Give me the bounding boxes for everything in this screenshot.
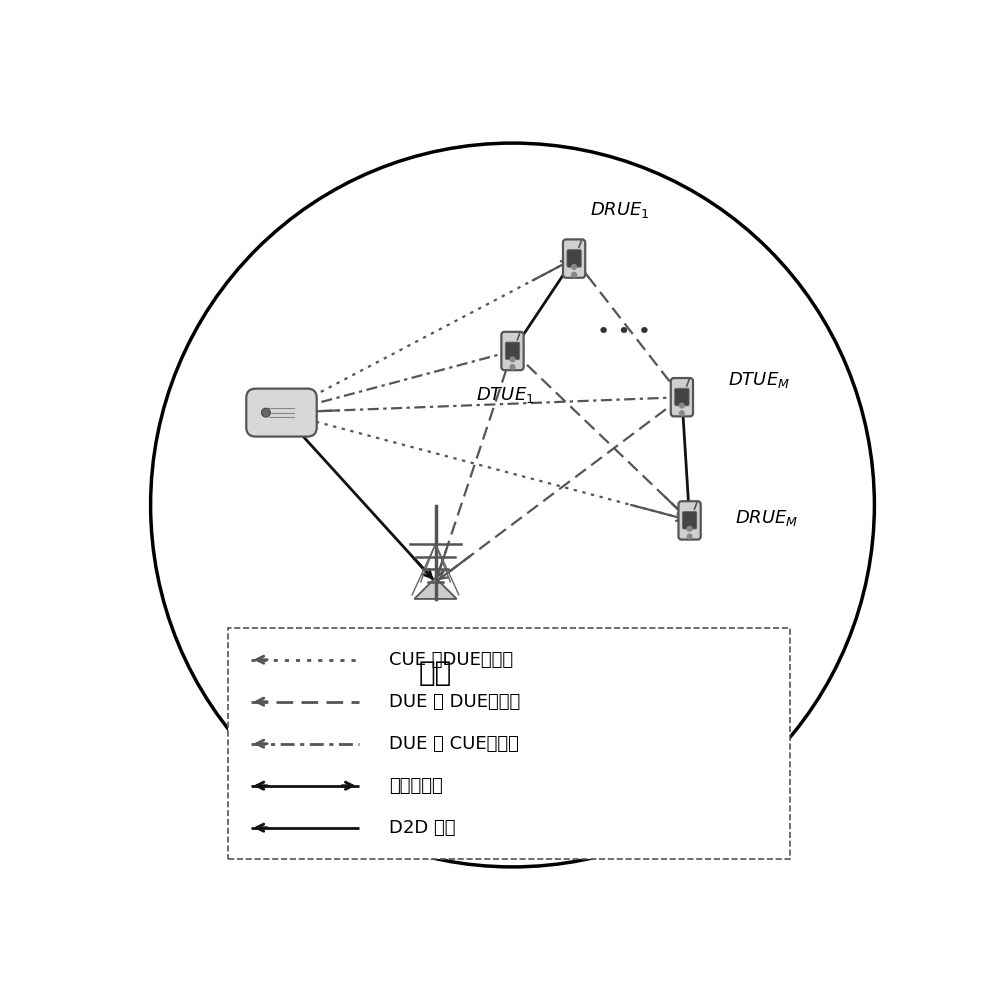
Text: $DTUE_M$: $DTUE_M$ <box>728 369 790 389</box>
FancyBboxPatch shape <box>675 388 689 406</box>
Text: $DRUE_M$: $DRUE_M$ <box>735 508 798 528</box>
Text: DUE 到 CUE的干扰: DUE 到 CUE的干扰 <box>389 735 519 753</box>
FancyBboxPatch shape <box>682 511 697 529</box>
Text: 基站: 基站 <box>419 659 452 687</box>
Polygon shape <box>414 578 457 599</box>
Circle shape <box>151 143 874 867</box>
Circle shape <box>509 364 516 370</box>
Text: DUE 到 DUE的干扰: DUE 到 DUE的干扰 <box>389 693 521 711</box>
Circle shape <box>679 410 685 416</box>
FancyBboxPatch shape <box>246 389 317 437</box>
Circle shape <box>571 272 577 278</box>
FancyBboxPatch shape <box>563 239 585 278</box>
FancyBboxPatch shape <box>678 501 701 540</box>
Circle shape <box>687 533 693 540</box>
Text: 蜂窝网链路: 蜂窝网链路 <box>389 777 443 795</box>
Text: $DTUE_1$: $DTUE_1$ <box>476 385 534 405</box>
Circle shape <box>261 408 270 417</box>
Text: CUE 到DUE的干扰: CUE 到DUE的干扰 <box>389 651 513 669</box>
FancyBboxPatch shape <box>501 332 524 370</box>
FancyBboxPatch shape <box>505 342 520 360</box>
Circle shape <box>687 526 693 532</box>
Text: D2D 链路: D2D 链路 <box>389 819 456 837</box>
Circle shape <box>679 403 685 409</box>
Text: • • •: • • • <box>597 322 651 342</box>
Circle shape <box>509 356 516 362</box>
FancyBboxPatch shape <box>567 250 581 267</box>
Text: $DRUE_1$: $DRUE_1$ <box>590 200 650 220</box>
Circle shape <box>571 264 577 270</box>
FancyBboxPatch shape <box>671 378 693 416</box>
FancyBboxPatch shape <box>228 628 790 859</box>
